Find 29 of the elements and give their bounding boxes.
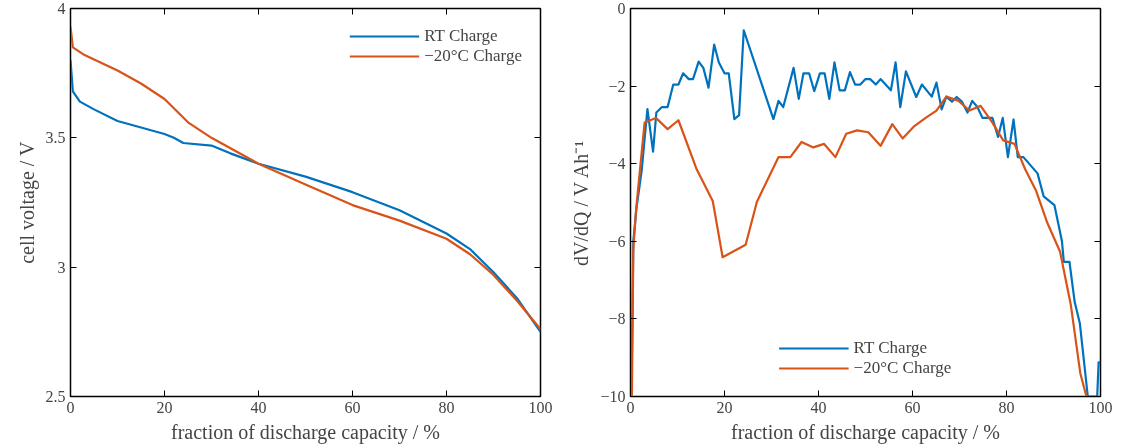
- line-series: [630, 95, 1088, 397]
- x-tick-label: 80: [438, 398, 455, 416]
- y-tick-label: −4: [608, 155, 626, 173]
- x-tick-label: 20: [156, 398, 173, 416]
- y-tick-label: 4: [57, 0, 66, 17]
- y-axis-title: dV/dQ / V Ah⁻¹: [570, 140, 593, 266]
- legend-label: −20°C Charge: [424, 46, 522, 66]
- x-tick-label: 80: [998, 398, 1015, 416]
- y-tick-label: −8: [608, 310, 626, 328]
- legend-label: −20°C Charge: [853, 358, 952, 378]
- x-tick-label: 20: [716, 398, 733, 416]
- x-tick-label: 60: [344, 398, 361, 416]
- y-axis-title: cell voltage / V: [15, 140, 39, 264]
- x-axis-title: fraction of discharge capacity / %: [731, 420, 1000, 444]
- x-tick-label: 100: [528, 398, 553, 416]
- legend-label: RT Charge: [853, 338, 928, 358]
- y-tick-label: 3.5: [45, 129, 66, 147]
- x-axis-title: fraction of discharge capacity / %: [171, 420, 440, 444]
- x-tick-label: 40: [250, 398, 267, 416]
- legend-label: RT Charge: [424, 26, 498, 46]
- y-tick-label: 0: [617, 0, 626, 17]
- x-tick-label: 100: [1088, 398, 1113, 416]
- y-tick-label: −6: [608, 232, 626, 250]
- y-tick-label: 3: [57, 258, 66, 276]
- y-tick-label: −10: [600, 388, 626, 405]
- y-tick-label: −2: [608, 77, 626, 95]
- x-tick-label: 40: [810, 398, 827, 416]
- x-tick-label: 60: [904, 398, 921, 416]
- y-tick-label: 2.5: [45, 388, 66, 405]
